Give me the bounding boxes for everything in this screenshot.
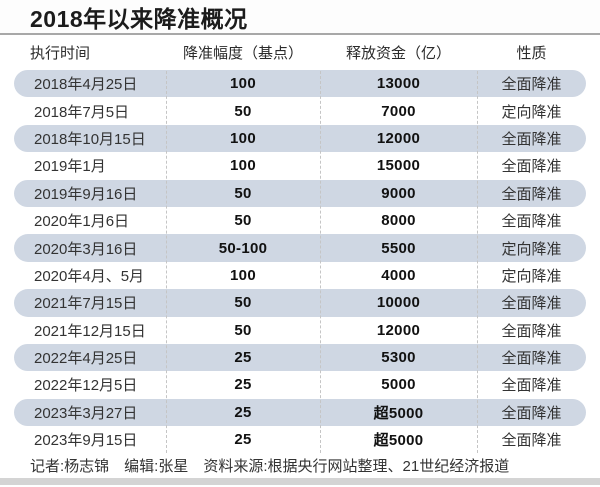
table-body: 2018年4月25日 100 13000 全面降准 2018年7月5日 50 7000 定向降… xyxy=(0,70,600,454)
row-cut-cell: 25 xyxy=(234,403,252,421)
row-cut-cell: 100 xyxy=(230,266,256,284)
row-cut-cell: 25 xyxy=(234,431,252,449)
row-funds-cell: 7000 xyxy=(381,102,416,120)
row-type-cell: 定向降准 xyxy=(501,267,562,285)
row-date-cell: 2021年12月15日 xyxy=(34,322,146,340)
row-cut-cell: 50 xyxy=(234,294,252,312)
table-row: 2020年4月、5月 100 4000 定向降准 xyxy=(14,262,586,289)
table-row: 2018年4月25日 100 13000 全面降准 xyxy=(14,70,586,98)
row-funds-cell: 超5000 xyxy=(373,432,424,450)
row-funds-cell: 5500 xyxy=(381,239,416,257)
row-funds-cell: 5000 xyxy=(381,376,416,394)
row-type-cell: 全面降准 xyxy=(501,322,562,340)
row-cut-cell: 100 xyxy=(230,129,256,147)
row-type-cell: 全面降准 xyxy=(501,158,562,176)
row-funds-cell: 超5000 xyxy=(373,404,424,422)
row-date-cell: 2018年10月15日 xyxy=(34,130,146,148)
table-row: 2023年3月27日 25 超5000 全面降准 xyxy=(14,398,586,427)
column-header-funds: 释放资金（亿） xyxy=(345,45,451,62)
row-date-cell: 2019年9月16日 xyxy=(34,185,138,203)
table-row: 2021年7月15日 50 10000 全面降准 xyxy=(14,289,586,317)
row-date-cell: 2019年1月 xyxy=(34,158,106,176)
bottom-edge-strip xyxy=(0,477,600,485)
column-divider xyxy=(477,71,478,453)
row-type-cell: 全面降准 xyxy=(501,404,562,422)
row-cut-cell: 25 xyxy=(234,376,252,394)
footer-editor: 编辑:张星 xyxy=(124,458,189,476)
row-type-cell: 全面降准 xyxy=(501,377,562,395)
row-date-cell: 2020年3月16日 xyxy=(34,240,138,258)
column-header-date: 执行时间 xyxy=(30,45,91,62)
row-type-cell: 定向降准 xyxy=(501,240,562,258)
row-type-cell: 全面降准 xyxy=(501,350,562,368)
table-header-row: 执行时间 降准幅度（基点） 释放资金（亿） 性质 xyxy=(0,35,600,70)
row-funds-cell: 10000 xyxy=(376,294,421,312)
row-cut-cell: 50 xyxy=(234,321,252,339)
row-date-cell: 2020年4月、5月 xyxy=(34,267,145,285)
row-type-cell: 全面降准 xyxy=(501,185,562,203)
row-type-cell: 全面降准 xyxy=(501,213,562,231)
row-funds-cell: 12000 xyxy=(376,321,421,339)
row-cut-cell: 50 xyxy=(234,184,252,202)
footer-source: 资料来源:根据央行网站整理、21世纪经济报道 xyxy=(203,458,510,476)
column-divider xyxy=(166,71,167,453)
row-cut-cell: 25 xyxy=(234,349,252,367)
table-row: 2018年7月5日 50 7000 定向降准 xyxy=(14,97,586,124)
table-row: 2023年9月15日 25 超5000 全面降准 xyxy=(14,426,586,453)
row-cut-cell: 50 xyxy=(234,102,252,120)
title-bar: 2018年以来降准概况 xyxy=(0,0,600,35)
row-date-cell: 2023年3月27日 xyxy=(34,404,138,422)
footer-reporter: 记者:杨志锦 xyxy=(30,458,110,476)
row-funds-cell: 8000 xyxy=(381,212,416,230)
row-funds-cell: 15000 xyxy=(376,157,421,175)
row-date-cell: 2022年12月5日 xyxy=(34,377,138,395)
row-type-cell: 全面降准 xyxy=(501,295,562,313)
table-row: 2018年10月15日 100 12000 全面降准 xyxy=(14,124,586,153)
row-date-cell: 2020年1月6日 xyxy=(34,213,130,231)
row-funds-cell: 9000 xyxy=(381,184,416,202)
table-row: 2019年1月 100 15000 全面降准 xyxy=(14,152,586,179)
row-cut-cell: 50-100 xyxy=(218,239,268,257)
table-row: 2020年3月16日 50-100 5500 定向降准 xyxy=(14,234,586,262)
row-cut-cell: 100 xyxy=(230,157,256,175)
row-type-cell: 全面降准 xyxy=(501,76,562,94)
row-funds-cell: 5300 xyxy=(381,349,416,367)
table-row: 2022年4月25日 25 5300 全面降准 xyxy=(14,343,586,372)
table-row: 2020年1月6日 50 8000 全面降准 xyxy=(14,207,586,234)
row-funds-cell: 12000 xyxy=(376,129,421,147)
table-row: 2019年9月16日 50 9000 全面降准 xyxy=(14,179,586,207)
source-footer: 记者:杨志锦 编辑:张星 资料来源:根据央行网站整理、21世纪经济报道 xyxy=(0,454,600,478)
column-divider xyxy=(320,71,321,453)
row-date-cell: 2022年4月25日 xyxy=(34,350,138,368)
row-type-cell: 定向降准 xyxy=(501,103,562,121)
page-title: 2018年以来降准概况 xyxy=(30,5,248,32)
row-type-cell: 全面降准 xyxy=(501,130,562,148)
row-funds-cell: 4000 xyxy=(381,266,416,284)
row-funds-cell: 13000 xyxy=(376,75,421,93)
row-type-cell: 全面降准 xyxy=(501,432,562,450)
column-header-cut: 降准幅度（基点） xyxy=(182,45,303,62)
row-date-cell: 2021年7月15日 xyxy=(34,295,138,313)
row-date-cell: 2023年9月15日 xyxy=(34,432,138,450)
row-date-cell: 2018年4月25日 xyxy=(34,76,138,94)
table-row: 2022年12月5日 25 5000 全面降准 xyxy=(14,371,586,398)
row-date-cell: 2018年7月5日 xyxy=(34,103,130,121)
column-header-type: 性质 xyxy=(516,45,547,62)
table-row: 2021年12月15日 50 12000 全面降准 xyxy=(14,317,586,344)
row-cut-cell: 50 xyxy=(234,212,252,230)
row-cut-cell: 100 xyxy=(230,75,256,93)
